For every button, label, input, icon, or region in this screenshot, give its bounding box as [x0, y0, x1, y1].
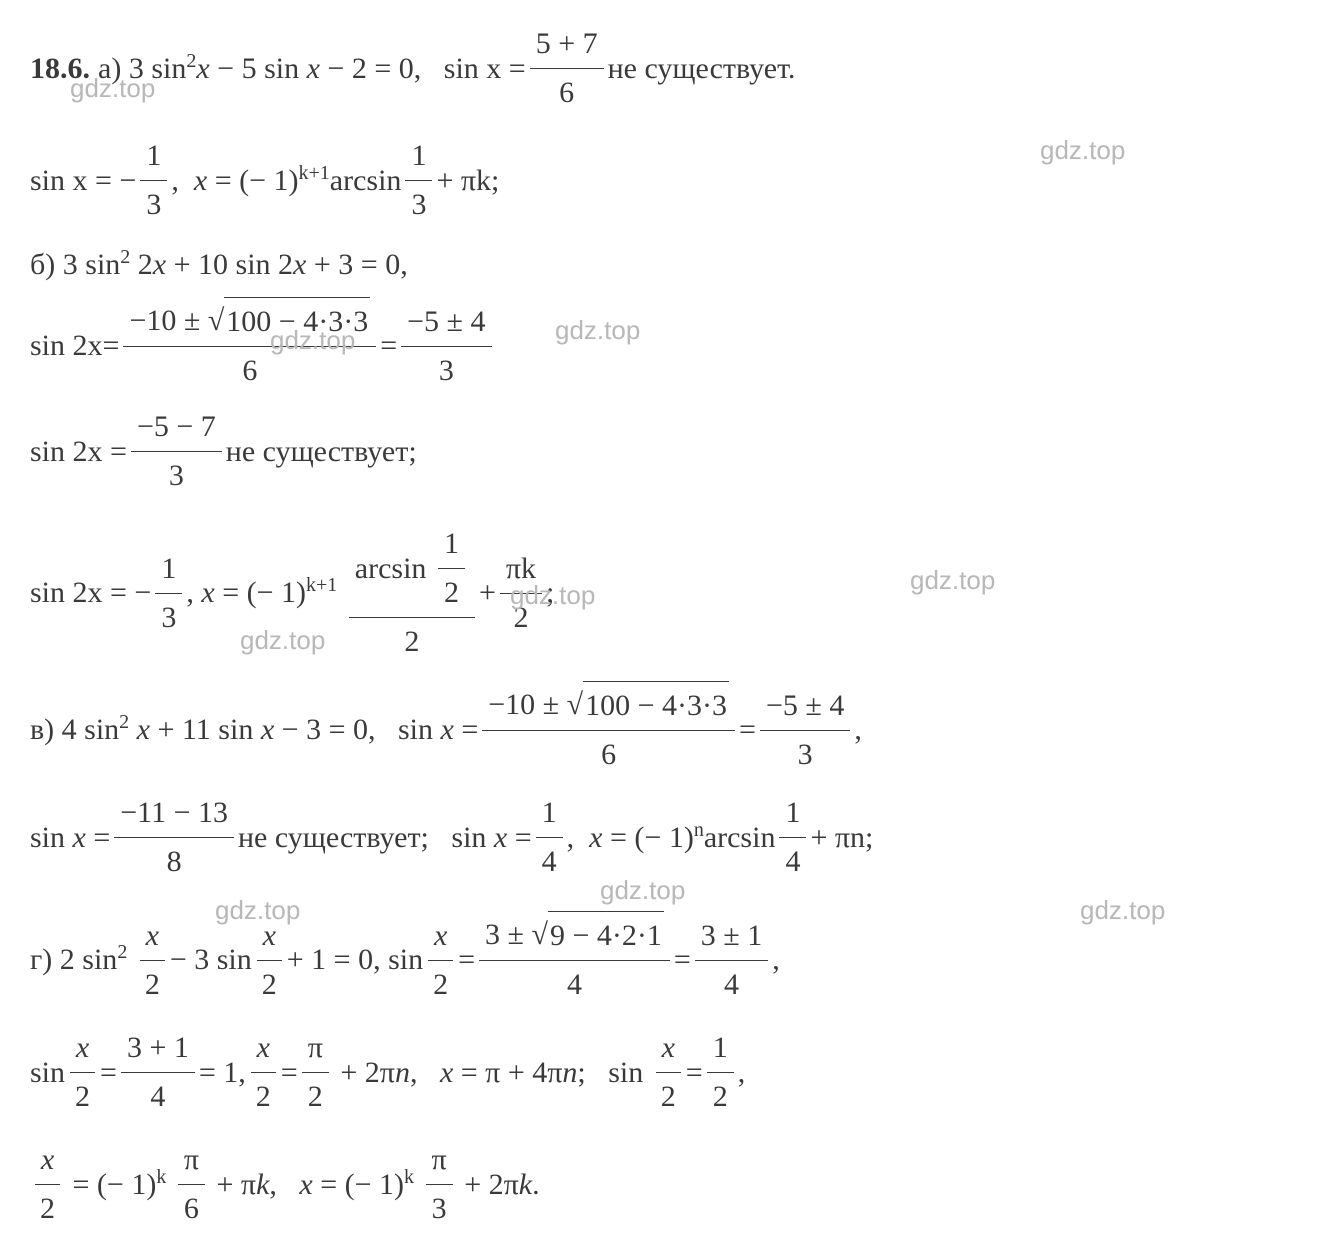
watermark: gdz.top — [1040, 130, 1125, 172]
fraction: 3 ± √9 − 4·2·1 4 — [479, 911, 670, 1009]
sinx-text: sin x = − — [30, 157, 136, 205]
watermark: gdz.top — [600, 870, 685, 912]
fraction: x 2 — [427, 912, 454, 1009]
equals: = — [281, 1049, 298, 1097]
equals: = — [100, 1049, 117, 1097]
fraction: π 3 — [426, 1136, 453, 1233]
part-a-line-1: 18.6. а) 3 sin2x − 5 sin x − 2 = 0, sin … — [30, 20, 1306, 117]
sin2x-text: sin 2x = — [30, 428, 127, 476]
x-equals: x = (− 1)n — [574, 814, 704, 862]
fraction: −5 ± 4 3 — [760, 682, 850, 779]
equation-text: + 2πk. — [457, 1161, 540, 1209]
sin2x-text: sin 2x = − — [30, 569, 151, 617]
part-v-equation: 4 sin2 x + 11 sin x − 3 = 0, — [54, 706, 398, 754]
watermark: gdz.top — [555, 310, 640, 352]
watermark: gdz.top — [270, 320, 355, 362]
watermark: gdz.top — [510, 575, 595, 617]
sinx-text: sin x = — [30, 814, 110, 862]
comma: , — [567, 814, 575, 862]
part-g-line-3: x 2 = (− 1)k π 6 + πk, x = (− 1)k π 3 + … — [30, 1136, 1306, 1233]
part-b-label: б) — [30, 241, 55, 289]
fraction: −11 − 13 8 — [114, 789, 234, 886]
watermark: gdz.top — [1080, 890, 1165, 932]
arcsin: arcsin — [330, 157, 402, 205]
part-v-line-1: в) 4 sin2 x + 11 sin x − 3 = 0, sin x = … — [30, 681, 1306, 779]
fraction: 1 4 — [779, 789, 806, 886]
not-exists: не существует; — [238, 814, 429, 862]
equation-text: + 1 = 0, sin — [287, 936, 423, 984]
fraction: −5 ± 4 3 — [401, 298, 491, 395]
x-equals: x = (− 1)k+1 — [179, 157, 330, 205]
fraction: π 6 — [178, 1136, 205, 1233]
part-b-line-3: sin 2x = −5 − 7 3 не существует; — [30, 403, 1306, 500]
equation-text: 2 sin2 — [52, 936, 135, 984]
part-g-line-2: sin x 2 = 3 + 1 4 = 1, x 2 = π 2 + 2πn, … — [30, 1024, 1306, 1121]
fraction: 1 2 — [707, 1024, 734, 1121]
not-exists: не существует; — [226, 428, 417, 476]
fraction: 5 + 7 6 — [530, 20, 604, 117]
part-b-line-4: sin 2x = − 1 3 , x = (− 1)k+1 arcsin 12 … — [30, 520, 1306, 666]
fraction: −5 − 7 3 — [131, 403, 222, 500]
fraction: x 2 — [250, 1024, 277, 1121]
comma: , — [171, 157, 179, 205]
equals: = — [458, 936, 475, 984]
sin2x-text: sin 2x= — [30, 322, 119, 370]
pi-n: + πn; — [810, 814, 873, 862]
fraction: x 2 — [139, 912, 166, 1009]
part-v-label: в) — [30, 706, 54, 754]
fraction: −10 ± √100 − 4·3·3 6 — [482, 681, 735, 779]
sinx-text: sin x = — [429, 814, 532, 862]
sin-text: sin — [30, 1049, 65, 1097]
part-b-line-1: б) 3 sin2 2x + 10 sin 2x + 3 = 0, — [30, 241, 1306, 289]
fraction: 3 ± 1 4 — [695, 912, 768, 1009]
sinx-text: sin x = — [398, 706, 478, 754]
comma: , — [186, 569, 194, 617]
fraction: x 2 — [34, 1136, 61, 1233]
fraction: arcsin 12 2 — [349, 520, 475, 666]
equation-text: + πk, x = (− 1)k — [209, 1161, 422, 1209]
fraction: 1 4 — [536, 789, 563, 886]
pi-k: + πk; — [436, 157, 499, 205]
plus: + — [479, 569, 496, 617]
arcsin: arcsin — [704, 814, 776, 862]
equation-text: + 2πn, x = π + 4πn; sin — [333, 1049, 651, 1097]
comma: , — [738, 1049, 746, 1097]
sinx-text: sin x = — [444, 45, 526, 93]
fraction: 1 3 — [155, 545, 182, 642]
not-exists-text: не существует. — [608, 45, 796, 93]
fraction: π 2 — [302, 1024, 329, 1121]
part-g-label: г) — [30, 936, 52, 984]
watermark: gdz.top — [910, 560, 995, 602]
fraction: x 2 — [655, 1024, 682, 1121]
fraction: 3 + 1 4 — [121, 1024, 195, 1121]
part-b-equation: 3 sin2 2x + 10 sin 2x + 3 = 0, — [55, 241, 407, 289]
fraction: x 2 — [69, 1024, 96, 1121]
equation-text: = 1, — [199, 1049, 246, 1097]
fraction: 1 3 — [405, 132, 432, 229]
math-solution-page: 18.6. а) 3 sin2x − 5 sin x − 2 = 0, sin … — [30, 20, 1306, 1233]
x-equals: x = (− 1)k+1 — [194, 569, 345, 617]
equals: = — [674, 936, 691, 984]
fraction: 1 3 — [140, 132, 167, 229]
watermark: gdz.top — [240, 620, 325, 662]
equation-text: = (− 1)k — [65, 1161, 174, 1209]
equals: = — [739, 706, 756, 754]
comma: , — [854, 706, 862, 754]
equals: = — [380, 322, 397, 370]
watermark: gdz.top — [215, 890, 300, 932]
part-b-line-2: sin 2x= −10 ± √100 − 4·3·3 6 = −5 ± 4 3 — [30, 297, 1306, 395]
comma: , — [772, 936, 780, 984]
equation-text: − 3 sin — [170, 936, 252, 984]
part-a-equation: 3 sin2x − 5 sin x − 2 = 0, — [121, 45, 443, 93]
equals: = — [686, 1049, 703, 1097]
watermark: gdz.top — [70, 68, 155, 110]
